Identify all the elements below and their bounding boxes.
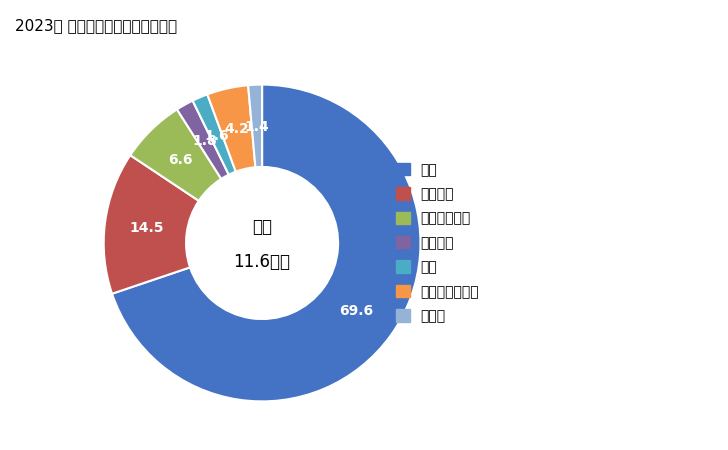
Wedge shape — [248, 85, 262, 167]
Wedge shape — [112, 85, 421, 401]
Text: 2023年 輸入相手国のシェア（％）: 2023年 輸入相手国のシェア（％） — [15, 18, 177, 33]
Legend: 中国, ベトナム, インドネシア, メキシコ, 米国, バングラデシュ, その他: 中国, ベトナム, インドネシア, メキシコ, 米国, バングラデシュ, その他 — [396, 163, 479, 323]
Wedge shape — [193, 94, 236, 175]
Wedge shape — [130, 109, 221, 201]
Text: 1.4: 1.4 — [245, 120, 269, 134]
Wedge shape — [207, 85, 256, 171]
Text: 1.8: 1.8 — [193, 135, 218, 148]
Text: 1.6: 1.6 — [204, 129, 229, 143]
Wedge shape — [103, 155, 199, 294]
Text: 総額: 総額 — [252, 218, 272, 236]
Text: 11.6億円: 11.6億円 — [234, 253, 290, 271]
Text: 6.6: 6.6 — [168, 153, 193, 167]
Text: 14.5: 14.5 — [130, 221, 164, 235]
Text: 4.2: 4.2 — [224, 122, 249, 136]
Text: 69.6: 69.6 — [340, 304, 373, 318]
Wedge shape — [177, 101, 229, 179]
